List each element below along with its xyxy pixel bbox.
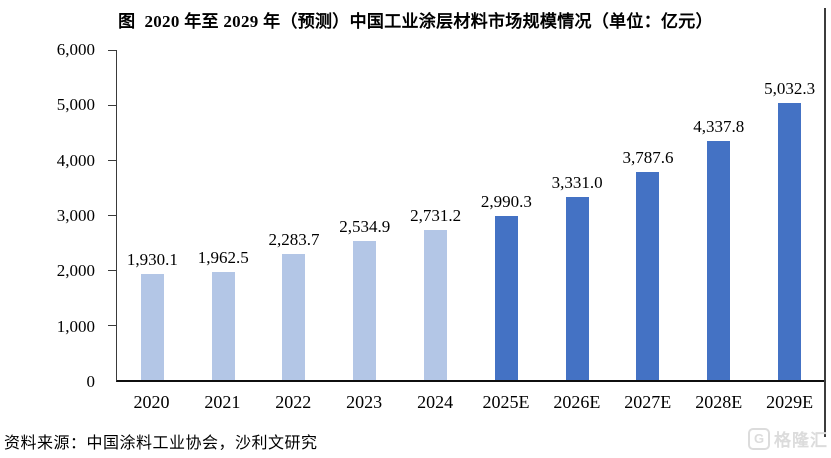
bar-slot: 3,787.6 (613, 50, 684, 380)
bar-slot: 2,534.9 (329, 50, 400, 380)
bar-value-label: 2,731.2 (410, 205, 462, 225)
watermark: G 格隆汇 (748, 426, 828, 451)
gelonghui-logo-icon: G (748, 427, 770, 450)
bar-value-label: 3,787.6 (622, 147, 674, 167)
source-note: 资料来源：中国涂料工业协会，沙利文研究 (4, 435, 318, 452)
bar (424, 229, 448, 380)
bar-slot: 4,337.8 (683, 50, 754, 380)
x-axis-labels: 2020 2021 2022 2023 2024 2025E 2026E 2027E 2028E… (116, 392, 825, 413)
x-axis-label: 2021 (204, 392, 241, 412)
bar (140, 273, 164, 380)
y-axis-tick (108, 324, 116, 327)
y-axis-tick-label: 4,000 (56, 150, 95, 170)
x-axis-label: 2025E (482, 392, 530, 412)
bar (565, 196, 589, 380)
y-axis-tick-label: 0 (86, 372, 96, 391)
bar (778, 103, 802, 380)
y-axis-tick (108, 269, 116, 272)
x-axis-label: 2028E (695, 392, 743, 412)
x-axis-label: 2023 (346, 392, 383, 412)
x-axis-label: 2020 (133, 392, 170, 412)
bar-value-label: 5,032.3 (764, 79, 816, 99)
bar-value-label: 1,930.1 (126, 249, 178, 269)
watermark-text: 格隆汇 (774, 431, 828, 450)
bar (636, 171, 660, 380)
bar-slot: 5,032.3 (754, 50, 825, 380)
y-axis-tick (108, 49, 116, 51)
y-axis-tick (108, 159, 116, 162)
bar-value-label: 2,283.7 (268, 230, 320, 250)
x-axis-label: 2024 (417, 392, 454, 412)
bar (494, 215, 518, 380)
bars-container: 1,930.1 1,962.5 2,283.7 2,534.9 2,731.2 2,990… (117, 50, 825, 380)
y-axis-labels: 0 1,000 2,000 3,000 4,000 5,000 6,000 (0, 40, 95, 391)
x-axis-label: 2022 (275, 392, 312, 412)
bar-slot: 3,331.0 (542, 50, 613, 380)
x-axis-label: 2029E (766, 392, 814, 412)
bar-value-label: 2,534.9 (339, 216, 391, 236)
chart-title: 图 2020 年至 2029 年（预测）中国工业涂层材料市场规模情况（单位：亿元… (118, 12, 713, 31)
y-axis-tick-label: 5,000 (56, 95, 95, 115)
bar (353, 240, 377, 380)
x-axis-label: 2027E (624, 392, 672, 412)
x-axis-label: 2026E (553, 392, 601, 412)
document-right-border (824, 8, 826, 437)
bar (211, 272, 235, 380)
bar-value-label: 3,331.0 (551, 172, 603, 192)
bar-value-label: 4,337.8 (693, 117, 745, 137)
bar-slot: 2,731.2 (400, 50, 471, 380)
y-axis-tick-label: 6,000 (56, 40, 95, 59)
y-axis-tick-label: 3,000 (56, 206, 95, 225)
bar (282, 254, 306, 380)
y-axis-tick (108, 104, 116, 106)
bar-slot: 2,990.3 (471, 50, 542, 380)
bar (707, 141, 731, 380)
plot-area: 1,930.1 1,962.5 2,283.7 2,534.9 2,731.2 2,990… (108, 49, 825, 382)
bar-slot: 2,283.7 (259, 50, 330, 380)
bar-slot: 1,930.1 (117, 50, 188, 380)
y-axis-tick (108, 214, 116, 216)
bar-value-label: 2,990.3 (480, 191, 532, 211)
y-axis-tick-label: 2,000 (56, 261, 95, 281)
bar-value-label: 1,962.5 (197, 248, 249, 268)
y-axis-tick-label: 1,000 (56, 316, 95, 336)
bar-slot: 1,962.5 (188, 50, 259, 380)
